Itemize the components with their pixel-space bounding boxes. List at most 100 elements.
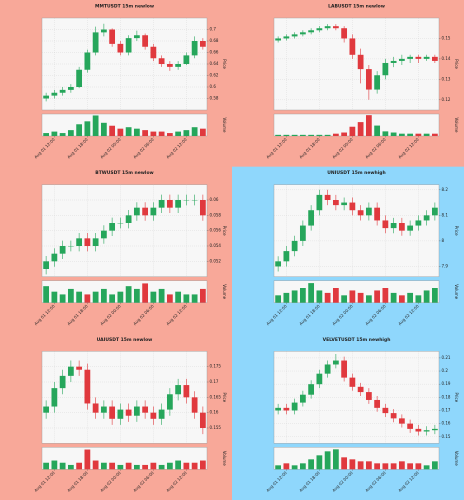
volume-bar [283, 292, 290, 303]
volume-bar [51, 131, 58, 136]
candle-body [59, 375, 66, 389]
volume-bar [275, 134, 282, 136]
candle-body [431, 56, 438, 61]
volume-plot-area [41, 113, 208, 137]
volume-bar [117, 291, 124, 303]
y-tick-label: 0.15 [442, 434, 451, 439]
volume-axis-label: Volume [454, 284, 459, 299]
candle-body [51, 253, 58, 262]
y-tick-label: 0.2 [442, 368, 449, 373]
y-tick-label: 0.17 [210, 379, 219, 384]
candle-body [324, 364, 331, 374]
candle-body [341, 202, 348, 206]
candle-body [407, 423, 414, 429]
volume-axis-label: Volume [454, 451, 459, 466]
candle-body [374, 207, 381, 221]
candle-body [117, 409, 124, 419]
volume-bar [382, 131, 389, 136]
candle-body [316, 28, 323, 31]
candle-body [109, 406, 116, 419]
y-tick-label: 0.7 [210, 27, 217, 32]
volume-bar [390, 463, 397, 470]
candle-body [199, 412, 206, 428]
candle-body [308, 30, 315, 33]
volume-bar [84, 294, 91, 303]
volume-bar [191, 462, 198, 470]
candle-body [150, 46, 157, 59]
volume-plot-area [273, 113, 440, 137]
candle-body [398, 223, 405, 231]
y-tick-label: 0.15 [442, 35, 451, 40]
y-tick-label: 0.18 [442, 394, 451, 399]
volume-bar [324, 292, 331, 303]
volume-bar [150, 291, 157, 303]
volume-bar [100, 122, 107, 136]
volume-bar [191, 294, 198, 303]
y-tick-label: 0.155 [210, 425, 222, 430]
candle-body [150, 207, 157, 216]
volume-bar [374, 463, 381, 470]
candle-body [407, 56, 414, 59]
volume-bar [150, 131, 157, 136]
volume-bar [332, 449, 339, 470]
volume-bar [299, 463, 306, 470]
y-axis-label: Price [222, 59, 227, 69]
candle-body [365, 69, 372, 90]
candle-body [84, 238, 91, 246]
volume-bar [175, 131, 182, 136]
volume-bar [117, 464, 124, 470]
candle-body [125, 38, 132, 53]
volume-axis-label: Volume [222, 284, 227, 299]
candle-body [291, 240, 298, 252]
y-tick-label: 0.06 [210, 197, 219, 202]
volume-bar [316, 134, 323, 136]
volume-bar [357, 122, 364, 136]
y-tick-label: 0.58 [210, 96, 219, 101]
volume-bar [341, 295, 348, 303]
volume-bar [158, 464, 165, 470]
volume-bar [431, 133, 438, 136]
candle-body [51, 388, 58, 407]
candle-body [109, 223, 116, 231]
y-tick-label: 0.13 [442, 76, 451, 81]
candle-body [357, 54, 364, 70]
volume-bar [43, 133, 50, 136]
candle-body [43, 406, 50, 413]
y-tick-label: 0.16 [442, 421, 451, 426]
candle-body [43, 261, 50, 269]
candle-body [382, 220, 389, 229]
candle-body [158, 200, 165, 208]
volume-plot-area [41, 447, 208, 470]
candle-body [100, 230, 107, 239]
volume-bar [390, 292, 397, 303]
volume-bar [142, 464, 149, 470]
candle-body [316, 373, 323, 385]
volume-bar [92, 115, 99, 136]
volume-bar [125, 127, 132, 136]
volume-bar [308, 283, 315, 303]
candle-body [183, 55, 190, 64]
y-tick-label: 0.64 [210, 61, 219, 66]
candle-body [175, 385, 182, 395]
y-tick-label: 0.175 [210, 364, 222, 369]
candle-body [324, 194, 331, 200]
candle-body [349, 38, 356, 55]
candle-body [275, 38, 282, 41]
candle-body [275, 261, 282, 267]
volume-bar [398, 461, 405, 470]
volume-bar [199, 288, 206, 303]
candle-body [423, 215, 430, 221]
volume-bar [291, 290, 298, 303]
volume-bar [308, 459, 315, 470]
y-axis-label: Price [454, 392, 459, 402]
candle-body [175, 200, 182, 208]
volume-bar [59, 133, 66, 136]
candle-body [175, 64, 182, 67]
volume-bar [175, 460, 182, 470]
candle-body [423, 56, 430, 59]
volume-bar [133, 128, 140, 136]
y-tick-label: 0.054 [210, 243, 222, 248]
volume-bar [341, 132, 348, 136]
price-plot-area [273, 17, 440, 111]
